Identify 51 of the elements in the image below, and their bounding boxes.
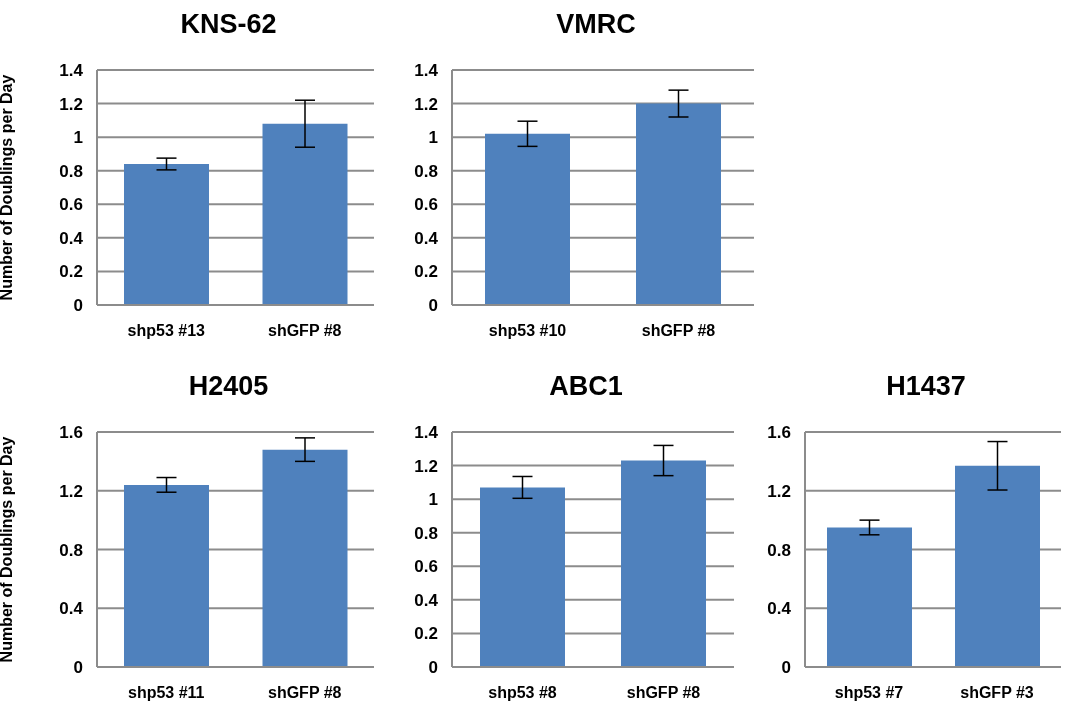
y-tick-label: 0.6: [59, 195, 83, 215]
y-tick-label: 0.4: [414, 228, 439, 248]
y-tick-label: 1.6: [59, 423, 83, 443]
y-tick-label: 0.6: [414, 557, 438, 577]
y-tick-label: 0.8: [414, 161, 438, 181]
y-tick-label: 0: [73, 658, 83, 678]
y-tick-label: 0: [781, 658, 791, 678]
y-axis-title: Number of Doublings per Day: [0, 74, 15, 301]
y-tick-label: 1.4: [414, 61, 439, 81]
y-tick-label: 1: [73, 128, 83, 148]
y-tick-label: 1.2: [767, 481, 791, 501]
y-tick-label: 0.4: [414, 590, 439, 610]
y-tick-label: 0.4: [767, 599, 792, 619]
y-tick-label: 0: [73, 296, 83, 316]
chart-title: H1437: [885, 370, 967, 403]
chart-title: H2405: [187, 370, 270, 403]
y-tick-label: 1.6: [767, 423, 791, 443]
x-tick-label: shGFP #8: [641, 322, 716, 340]
x-tick-label: shp53 #11: [128, 684, 205, 702]
y-tick-label: 0.8: [59, 540, 83, 560]
y-tick-label: 1.4: [414, 423, 439, 443]
y-tick-label: 1.2: [59, 481, 83, 501]
y-tick-label: 0.6: [414, 195, 438, 215]
x-tick-label: shp53 #7: [834, 684, 904, 702]
x-tick-label: shp53 #13: [127, 322, 206, 340]
x-tick-label: shp53 #10: [488, 322, 567, 340]
x-tick-label: shGFP #8: [267, 322, 342, 340]
x-tick-label: shGFP #3: [960, 684, 1034, 702]
x-tick-label: shGFP #8: [626, 684, 701, 702]
y-tick-label: 0.2: [414, 262, 438, 282]
chart-title: KNS-62: [179, 8, 278, 41]
y-tick-label: 1.4: [59, 61, 84, 81]
y-tick-label: 0.8: [414, 523, 438, 543]
y-tick-label: 1.2: [59, 94, 83, 114]
x-tick-label: shp53 #8: [488, 684, 557, 702]
y-tick-label: 1: [428, 128, 438, 148]
chart-title: VMRC: [555, 8, 637, 41]
y-tick-label: 0: [428, 296, 438, 316]
y-tick-label: 0.8: [59, 161, 83, 181]
y-tick-label: 0.2: [59, 262, 83, 282]
y-tick-label: 0.8: [767, 540, 791, 560]
chart-title: ABC1: [548, 370, 624, 403]
y-tick-label: 1: [428, 490, 438, 510]
y-tick-label: 0.4: [59, 228, 84, 248]
y-axis-title: Number of Doublings per Day: [0, 436, 15, 663]
y-tick-label: 0.2: [414, 624, 438, 644]
y-tick-label: 0: [428, 658, 438, 678]
y-tick-label: 1.2: [414, 94, 438, 114]
x-tick-label: shGFP #8: [267, 684, 342, 702]
y-tick-label: 0.4: [59, 599, 84, 619]
y-tick-label: 1.2: [414, 456, 438, 476]
